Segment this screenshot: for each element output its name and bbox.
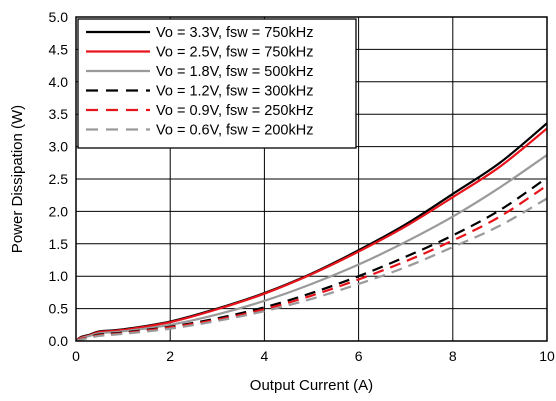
x-tick-label-4: 8 [449, 348, 457, 364]
legend-label-3: Vo = 1.2V, fsw = 300kHz [156, 84, 313, 100]
y-tick-label-10: 5.0 [49, 9, 69, 25]
legend-label-2: Vo = 1.8V, fsw = 500kHz [156, 64, 313, 80]
x-tick-labels: 0 2 4 6 8 10 [72, 348, 555, 364]
x-tick-label-0: 0 [72, 348, 80, 364]
x-tick-label-5: 10 [539, 348, 555, 364]
y-tick-label-3: 1.5 [49, 236, 69, 252]
series-line-3 [76, 176, 547, 341]
y-tick-label-7: 3.5 [49, 106, 69, 122]
y-tick-label-2: 1.0 [49, 268, 69, 284]
y-tick-label-4: 2.0 [49, 203, 69, 219]
series-layer [76, 122, 547, 341]
y-tick-labels: 0.0 0.5 1.0 1.5 2.0 2.5 3.0 3.5 4.0 4.5 5.0 [49, 9, 69, 349]
plot-frame [75, 16, 548, 342]
x-tick-label-3: 6 [355, 348, 363, 364]
x-tick-label-2: 4 [261, 348, 269, 364]
x-axis-title: Output Current (A) [250, 377, 373, 394]
series-line-1 [76, 127, 547, 341]
y-tick-label-1: 0.5 [49, 301, 69, 317]
legend-box [77, 18, 357, 149]
legend-label-0: Vo = 3.3V, fsw = 750kHz [156, 25, 313, 41]
x-tick-label-1: 2 [166, 348, 174, 364]
y-tick-label-9: 4.5 [49, 41, 69, 57]
y-tick-label-8: 4.0 [49, 74, 69, 90]
y-tick-label-0: 0.0 [49, 333, 69, 349]
y-axis-title: Power Dissipation (W) [9, 105, 26, 253]
series-line-2 [76, 154, 547, 341]
legend: Vo = 3.3V, fsw = 750kHz Vo = 2.5V, fsw = … [77, 18, 357, 149]
y-tick-label-5: 2.5 [49, 171, 69, 187]
legend-label-1: Vo = 2.5V, fsw = 750kHz [156, 45, 313, 61]
legend-label-4: Vo = 0.9V, fsw = 250kHz [156, 103, 313, 119]
y-tick-label-6: 3.0 [49, 139, 69, 155]
series-line-4 [76, 184, 547, 341]
series-line-5 [76, 197, 547, 341]
legend-label-5: Vo = 0.6V, fsw = 200kHz [156, 123, 313, 139]
